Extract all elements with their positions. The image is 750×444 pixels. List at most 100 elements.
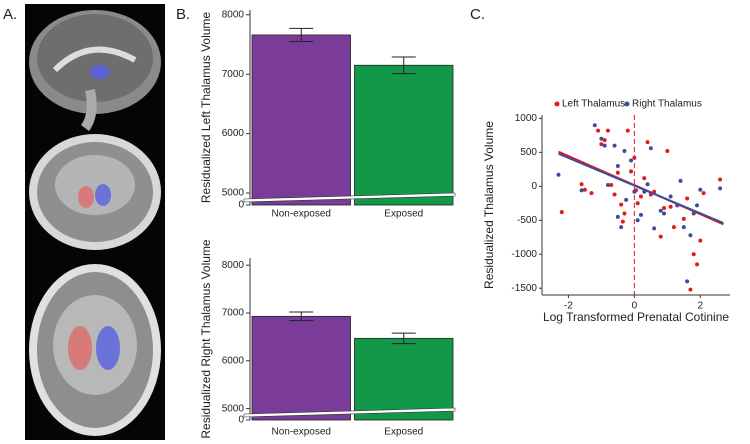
data-point [662, 206, 667, 211]
y-axis-title: Residualized Left Thalamus Volume [199, 12, 213, 204]
data-point [685, 279, 690, 284]
data-point [645, 182, 650, 187]
data-point [698, 238, 703, 243]
data-point [620, 219, 625, 224]
data-point [658, 208, 663, 213]
data-point [648, 146, 653, 151]
legend-label: Left Thalamus [562, 99, 625, 110]
y-tick-label: 7000 [222, 308, 245, 319]
y-tick-label: 1000 [515, 113, 538, 124]
coronal-image [29, 134, 161, 250]
data-point [629, 169, 634, 174]
data-point [609, 182, 614, 187]
data-point [556, 172, 561, 177]
data-point [592, 123, 597, 128]
data-point [599, 142, 604, 147]
y-tick-label: 8000 [222, 9, 245, 20]
data-point [665, 149, 670, 153]
data-point [632, 155, 637, 160]
data-point [671, 225, 676, 230]
y-tick-label: 5000 [222, 403, 245, 414]
data-point [652, 226, 657, 231]
data-point [678, 178, 683, 183]
data-point [582, 187, 587, 192]
data-point [658, 234, 663, 239]
data-point [685, 196, 690, 201]
sagittal-image [29, 10, 161, 132]
y-tick-label: 5000 [222, 188, 245, 199]
data-point [615, 163, 620, 168]
data-point [596, 128, 601, 133]
data-point [589, 191, 594, 196]
data-point [602, 138, 607, 143]
x-tick-label: -2 [564, 301, 573, 312]
mri-images [25, 4, 165, 440]
data-point [615, 214, 620, 219]
legend-label: Right Thalamus [632, 99, 702, 110]
y-tick-label: 500 [520, 147, 537, 158]
data-point [681, 216, 686, 221]
data-point [612, 192, 617, 197]
legend-marker [624, 101, 630, 107]
data-point [642, 176, 647, 181]
y-axis-title: Residualized Thalamus Volume [482, 121, 496, 289]
data-point [695, 203, 700, 208]
bar [354, 64, 454, 206]
x-tick-label: Non-exposed [272, 209, 331, 220]
x-axis-title: Log Transformed Prenatal Cotinine [543, 310, 729, 324]
fit-line [558, 152, 724, 224]
panel-label: C. [470, 6, 485, 23]
data-point [632, 189, 637, 194]
x-tick-label: 0 [632, 301, 638, 312]
data-point [579, 188, 584, 193]
data-point [624, 197, 629, 202]
data-point [602, 143, 607, 148]
data-point [668, 204, 673, 209]
data-point [638, 212, 643, 217]
data-point [619, 225, 624, 230]
panel-label: B. [176, 6, 190, 23]
data-point [622, 211, 627, 216]
data-point [635, 218, 640, 223]
x-tick-label: 2 [698, 301, 704, 312]
axis-break [243, 407, 456, 418]
y-tick-label: 6000 [222, 128, 245, 139]
data-point [688, 287, 693, 292]
data-point [681, 225, 686, 230]
x-tick-label: Exposed [384, 427, 423, 438]
data-point [662, 211, 667, 216]
legend-marker [554, 101, 560, 107]
data-point [605, 128, 610, 133]
data-point [605, 182, 610, 187]
data-point [691, 252, 696, 257]
y-tick-label: 8000 [222, 260, 245, 271]
y-tick-label: -500 [517, 215, 537, 226]
data-point [645, 140, 650, 145]
axis-break [243, 192, 456, 203]
y-tick-label: 0 [238, 415, 244, 426]
bar [251, 315, 351, 421]
bar [354, 337, 454, 421]
panel-label: A. [3, 6, 17, 23]
y-tick-label: -1000 [511, 249, 537, 260]
data-point [622, 149, 627, 153]
data-point [695, 262, 700, 267]
data-point [688, 233, 693, 238]
data-point [579, 182, 584, 187]
data-point [619, 202, 624, 207]
data-point [698, 187, 703, 192]
bar [251, 34, 351, 206]
x-tick-label: Non-exposed [272, 427, 331, 438]
data-point [629, 158, 634, 163]
x-tick-label: Exposed [384, 209, 423, 220]
y-axis-title: Residualized Right Thalamus Volume [199, 239, 213, 439]
data-point [625, 128, 630, 133]
y-tick-label: 7000 [222, 69, 245, 80]
axial-image [29, 264, 161, 436]
data-point [701, 191, 706, 196]
y-tick-label: 6000 [222, 355, 245, 366]
data-point [559, 210, 564, 215]
y-tick-label: 0 [238, 200, 244, 211]
data-point [612, 143, 617, 148]
